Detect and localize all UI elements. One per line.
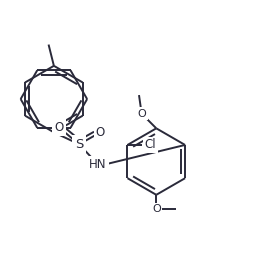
Text: O: O — [96, 126, 105, 139]
Text: O: O — [55, 121, 64, 134]
Text: S: S — [75, 138, 83, 151]
Text: HN: HN — [89, 158, 107, 171]
Text: O: O — [137, 109, 146, 119]
Text: O: O — [152, 204, 161, 214]
Text: Cl: Cl — [144, 138, 156, 151]
